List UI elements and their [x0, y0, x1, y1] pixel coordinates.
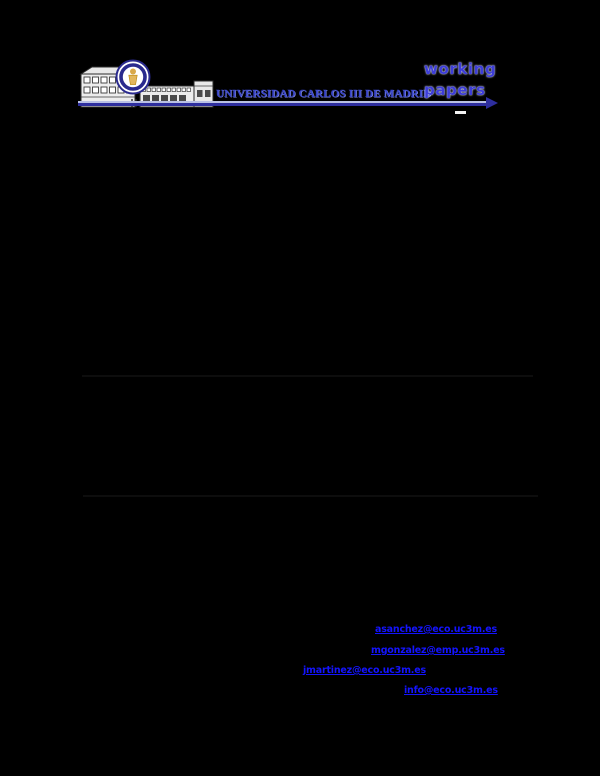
university-seal-icon [115, 59, 151, 95]
email-link[interactable]: asanchez@eco.uc3m.es [375, 624, 497, 635]
email-link[interactable]: mgonzalez@emp.uc3m.es [371, 645, 505, 656]
email-link[interactable]: jmartinez@eco.uc3m.es [303, 665, 426, 676]
email-link[interactable]: info@eco.uc3m.es [404, 685, 498, 696]
underline-dash [455, 111, 466, 114]
faint-horizontal-rule [83, 495, 538, 497]
series-title-line1: working [424, 60, 497, 78]
series-title-line2: papers [424, 81, 486, 99]
arrow-icon [486, 97, 498, 109]
university-name: UNIVERSIDAD CARLOS III DE MADRID [216, 88, 432, 100]
faint-horizontal-rule [82, 375, 533, 377]
series-title: working papers [424, 59, 497, 101]
header-rule [78, 101, 486, 106]
